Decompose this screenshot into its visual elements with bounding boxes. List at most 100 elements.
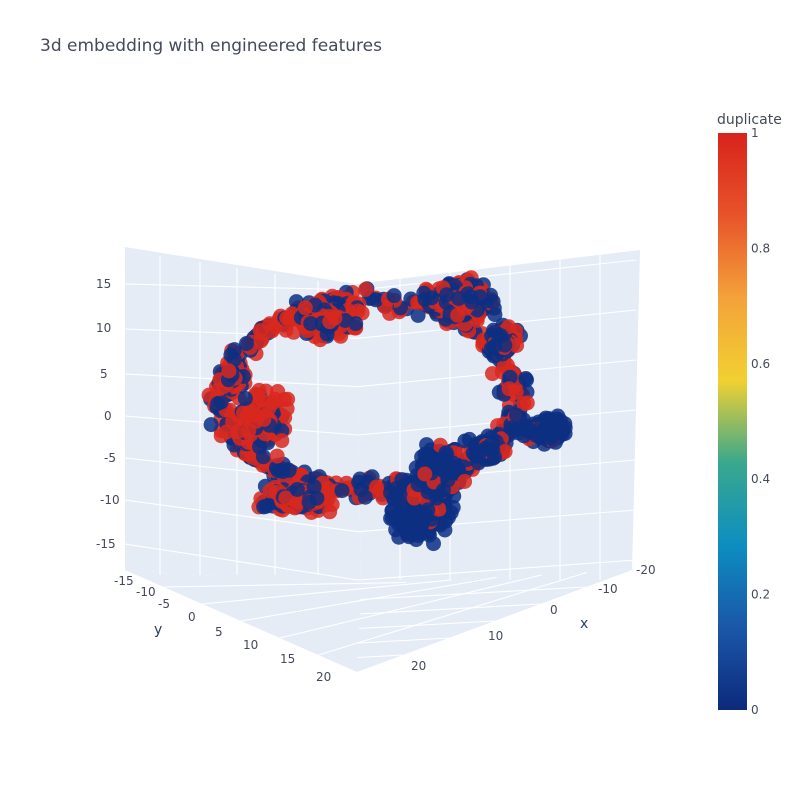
z-tick-label: 0 — [104, 409, 112, 423]
scatter-point — [417, 291, 433, 307]
grid-line — [360, 586, 587, 601]
grid-line — [358, 637, 449, 644]
scatter-point — [502, 369, 518, 385]
scatter-point — [439, 287, 455, 303]
grid-line — [279, 574, 542, 639]
scatter-point — [303, 316, 319, 332]
z-tick-label: 10 — [96, 321, 111, 335]
colorbar-tick-label: 0.6 — [751, 357, 770, 371]
scatter-point — [262, 483, 278, 499]
colorbar-gradient — [718, 133, 747, 710]
scatter-point — [309, 490, 325, 506]
x-axis-label: x — [580, 616, 588, 632]
y-tick-label: 5 — [215, 625, 223, 639]
z-tick-label: -10 — [100, 493, 120, 507]
x-tick-label: 20 — [411, 659, 426, 673]
grid-line — [124, 499, 359, 533]
scatter-point — [288, 498, 304, 514]
scatter-point — [487, 307, 503, 323]
scatter-point — [289, 482, 305, 497]
colorbar-tick-label: 0.8 — [751, 241, 770, 255]
scatter-point — [451, 290, 467, 306]
scatter-point — [548, 424, 564, 439]
scene-3d[interactable]: -15 -10 -5 0 5 10 15 -15 -10 -5 0 5 10 1… — [96, 247, 656, 684]
scatter-point — [509, 407, 524, 423]
y-tick-label: 15 — [280, 652, 295, 666]
scatter-point — [417, 466, 433, 482]
scatter-point — [414, 516, 430, 532]
scatter-point — [252, 323, 268, 339]
grid-line — [318, 571, 587, 656]
scatter-point — [394, 472, 410, 488]
scatter-point — [450, 307, 466, 323]
scatter-point — [420, 502, 436, 518]
scatter-point — [483, 436, 499, 452]
colorbar-tick-label: 0.2 — [751, 588, 770, 602]
z-axis: -15 -10 -5 0 5 10 15 — [96, 277, 120, 551]
grid-line — [163, 581, 407, 588]
grid-line — [240, 576, 497, 622]
colorbar[interactable]: duplicate 0 0.2 0.4 0.6 0.8 1 — [717, 112, 782, 717]
grid-line — [357, 559, 637, 581]
x-tick-label: 0 — [550, 603, 558, 617]
chart-title: 3d embedding with engineered features — [40, 36, 382, 56]
y-tick-label: 10 — [243, 638, 258, 652]
x-tick-label: -10 — [598, 582, 618, 596]
scatter-point — [471, 447, 487, 463]
colorbar-tick-label: 0 — [751, 703, 759, 717]
scatter-point — [278, 490, 294, 506]
scatter-point — [406, 490, 422, 506]
scatter-point — [279, 401, 295, 417]
scatter-point — [445, 499, 461, 515]
scatter-point — [286, 324, 302, 340]
scatter-point — [501, 381, 517, 397]
scatter-point — [226, 352, 242, 368]
scatter-point — [350, 303, 366, 319]
y-tick-label: -15 — [114, 574, 134, 588]
scatter-point — [256, 499, 272, 515]
x-tick-label: -20 — [636, 563, 656, 577]
scatter-point — [386, 288, 402, 304]
colorbar-tick-label: 1 — [751, 126, 759, 140]
scatter-point — [269, 448, 285, 464]
scatter-point — [210, 396, 226, 412]
colorbar-ticks: 0 0.2 0.4 0.6 0.8 1 — [751, 126, 770, 717]
scatter-point — [261, 400, 277, 416]
scatter-point — [519, 395, 535, 411]
grid-line — [124, 543, 359, 581]
y-axis-label: y — [154, 622, 162, 638]
y-tick-label: 0 — [188, 610, 196, 624]
y-tick-label: 20 — [316, 670, 331, 684]
scatter-point — [493, 328, 509, 344]
scatter-point — [235, 405, 251, 421]
scatter-point — [297, 300, 313, 316]
scatter-point — [520, 421, 536, 437]
y-tick-label: -10 — [136, 585, 156, 599]
scatter-point — [239, 336, 254, 351]
scatter-point — [410, 307, 426, 323]
grid-line — [124, 283, 359, 291]
scatter-point — [203, 417, 219, 433]
y-axis: -15 -10 -5 0 5 10 15 20 y — [114, 574, 331, 684]
scatter-points — [201, 270, 573, 552]
x-tick-label: 10 — [488, 629, 503, 643]
scatter-point — [274, 433, 290, 449]
scatter-point — [358, 282, 374, 297]
scatter-point — [327, 310, 343, 326]
y-tick-label: -5 — [158, 597, 170, 611]
z-tick-label: 15 — [96, 277, 111, 291]
scatter-point — [334, 483, 350, 499]
scatter-point — [518, 371, 534, 386]
scatter-point — [420, 447, 436, 463]
scatter-point — [383, 510, 399, 526]
grid-line — [359, 603, 541, 615]
scatter-point — [440, 472, 456, 488]
scatter-point — [472, 289, 488, 305]
scatter-point — [247, 407, 263, 423]
colorbar-tick-label: 0.4 — [751, 472, 770, 486]
scatter-point — [322, 504, 338, 520]
z-tick-label: -15 — [96, 537, 116, 551]
grid-line — [357, 259, 637, 291]
scatter-point — [457, 474, 473, 489]
